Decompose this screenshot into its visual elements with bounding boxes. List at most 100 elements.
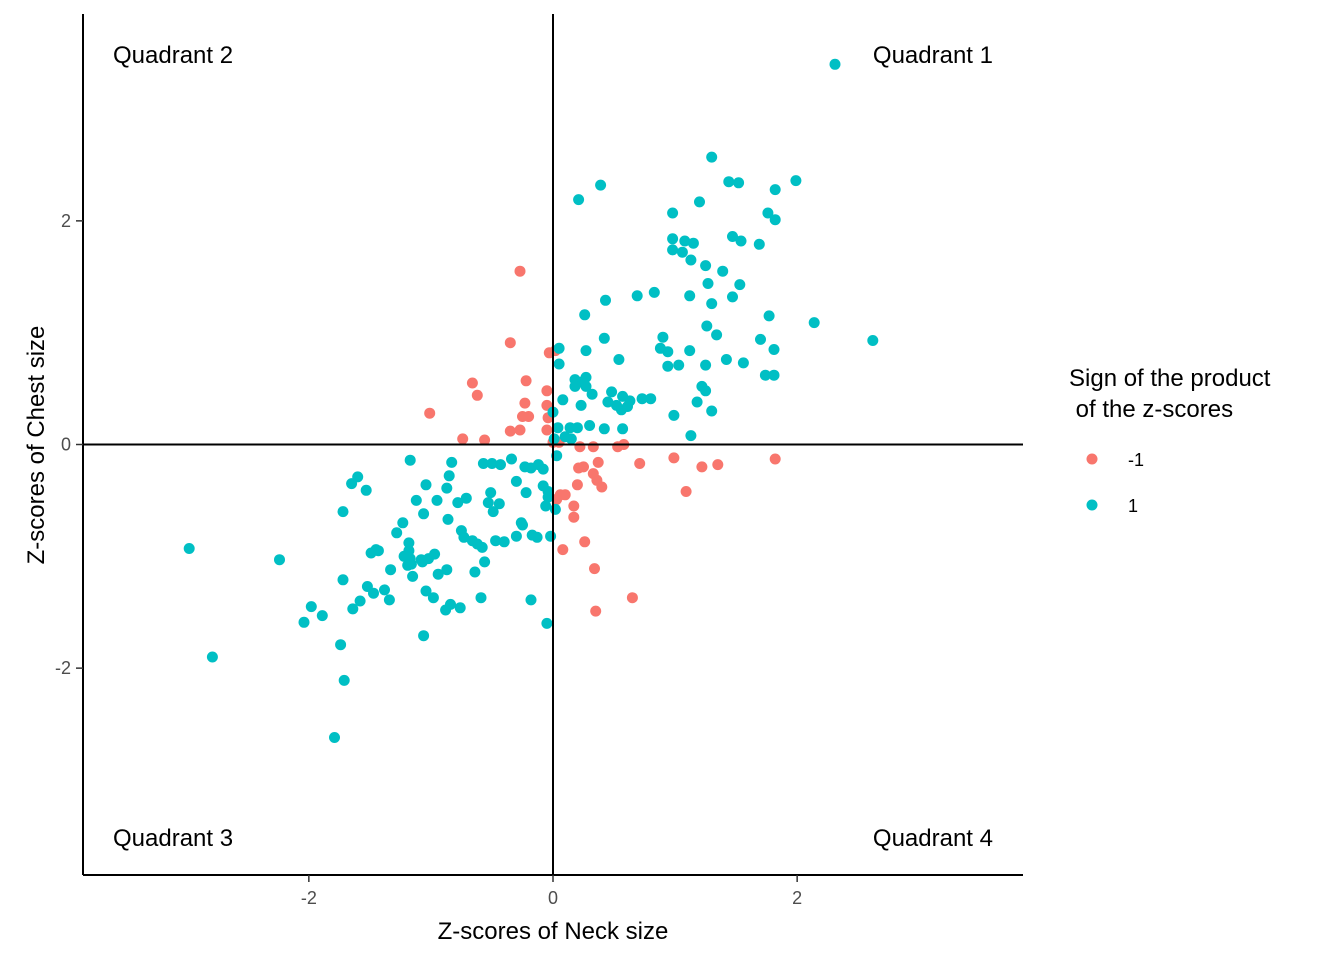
quadrant-4-label: Quadrant 4	[873, 825, 993, 852]
point-positive	[329, 732, 340, 743]
point-positive	[545, 530, 557, 542]
point-positive	[645, 393, 657, 405]
point-positive	[706, 298, 718, 310]
point-positive	[316, 610, 328, 622]
point-positive	[684, 290, 696, 302]
point-positive	[385, 564, 397, 576]
point-positive	[720, 354, 732, 365]
point-positive	[694, 196, 705, 208]
legend-title-line-1: Sign of the product	[1069, 365, 1271, 392]
point-negative	[626, 592, 638, 604]
point-positive	[595, 179, 607, 191]
point-positive	[580, 345, 592, 357]
point-positive	[679, 235, 691, 247]
point-positive	[485, 487, 497, 499]
point-positive	[769, 214, 781, 226]
point-negative	[514, 265, 526, 277]
point-positive	[702, 278, 714, 289]
point-positive	[668, 409, 680, 421]
point-positive	[624, 395, 636, 407]
point-positive	[477, 458, 489, 469]
point-positive	[337, 506, 349, 518]
axis-ticks: -2 0 2 -2 0 2	[55, 211, 802, 908]
point-positive	[402, 559, 414, 571]
point-positive	[684, 345, 696, 357]
point-positive	[525, 594, 537, 606]
x-tick-label: -2	[301, 888, 317, 908]
point-positive	[667, 233, 679, 245]
point-negative	[568, 500, 580, 512]
point-positive	[867, 335, 879, 346]
point-negative	[519, 397, 531, 409]
point-positive	[575, 399, 587, 411]
point-positive	[617, 423, 629, 435]
point-positive	[763, 310, 775, 322]
point-positive	[445, 598, 456, 610]
point-negative	[668, 452, 680, 464]
point-positive	[759, 369, 771, 381]
point-negative	[559, 489, 571, 501]
point-positive	[441, 564, 453, 576]
point-positive	[598, 332, 610, 344]
point-positive	[446, 456, 458, 468]
point-positive	[586, 388, 598, 400]
point-positive	[711, 329, 723, 341]
point-positive	[552, 422, 564, 434]
point-positive	[403, 537, 415, 549]
point-positive	[517, 519, 528, 531]
point-positive	[541, 617, 553, 629]
point-positive	[700, 359, 712, 371]
point-positive	[475, 592, 487, 604]
point-positive	[506, 453, 517, 465]
point-positive	[379, 584, 390, 596]
point-positive	[487, 506, 499, 518]
point-positive	[557, 394, 569, 406]
point-negative	[514, 424, 526, 436]
point-negative	[592, 456, 604, 468]
point-positive	[427, 592, 439, 604]
point-negative	[479, 434, 491, 446]
point-positive	[510, 530, 522, 542]
point-positive	[383, 594, 395, 606]
points-layer	[183, 58, 879, 743]
point-positive	[460, 492, 472, 504]
point-positive	[762, 207, 774, 219]
point-positive	[662, 360, 674, 372]
point-negative	[712, 459, 724, 471]
point-positive	[676, 246, 688, 258]
point-positive	[531, 531, 543, 543]
point-positive	[416, 556, 428, 568]
point-negative	[680, 486, 692, 497]
point-positive	[829, 58, 841, 70]
point-positive	[495, 459, 506, 471]
point-positive	[407, 570, 419, 582]
point-positive	[493, 498, 505, 510]
point-positive	[482, 497, 494, 509]
point-positive	[183, 543, 195, 554]
point-positive	[391, 527, 403, 539]
point-positive	[360, 484, 372, 496]
legend-label-positive: 1	[1128, 496, 1138, 516]
point-positive	[442, 513, 454, 525]
point-positive	[346, 478, 358, 490]
point-positive	[479, 556, 491, 568]
point-positive	[420, 585, 432, 597]
point-positive	[337, 574, 349, 586]
point-positive	[420, 479, 432, 491]
point-positive	[706, 151, 718, 163]
point-positive	[458, 531, 470, 543]
point-negative	[696, 461, 708, 473]
legend-key-negative	[1086, 453, 1098, 465]
point-positive	[540, 500, 552, 512]
point-negative	[568, 511, 580, 523]
point-positive	[734, 279, 746, 291]
point-positive	[700, 260, 712, 272]
point-negative	[574, 441, 586, 453]
point-negative	[424, 407, 436, 419]
point-positive	[569, 380, 581, 392]
point-positive	[717, 265, 729, 277]
point-positive	[410, 494, 422, 506]
point-positive	[733, 177, 745, 189]
point-negative	[457, 433, 469, 445]
